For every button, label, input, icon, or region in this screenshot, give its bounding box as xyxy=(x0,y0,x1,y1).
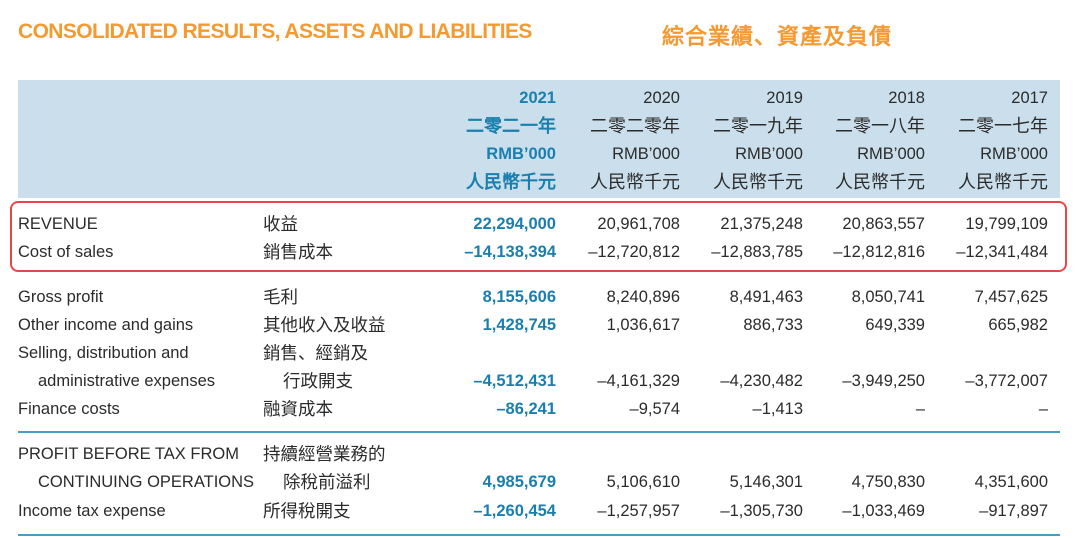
value-cell: –86,241 xyxy=(496,400,556,418)
column-header-unit-zh: 人民幣千元 xyxy=(958,172,1048,192)
row-label-chinese: 持續經營業務的 xyxy=(263,444,386,464)
column-header-year: 2020 xyxy=(643,89,680,107)
value-cell: –3,949,250 xyxy=(842,372,925,390)
column-header-unit: RMB’000 xyxy=(980,145,1048,163)
title-english: CONSOLIDATED RESULTS, ASSETS AND LIABILI… xyxy=(18,20,532,43)
column-header-year-zh: 二零一九年 xyxy=(713,116,803,136)
column-header-year-zh: 二零二一年 xyxy=(466,116,556,136)
row-label: REVENUE xyxy=(18,215,98,233)
value-cell: 5,146,301 xyxy=(729,473,803,491)
row-label: Finance costs xyxy=(18,400,120,418)
column-header-year-zh: 二零一八年 xyxy=(835,116,925,136)
value-cell: 21,375,248 xyxy=(720,215,803,233)
value-cell: –4,161,329 xyxy=(597,372,680,390)
value-cell: –12,341,484 xyxy=(956,243,1048,261)
value-cell: 649,339 xyxy=(865,316,925,334)
row-label-chinese: 銷售、經銷及 xyxy=(263,343,368,363)
value-cell: 5,106,610 xyxy=(606,473,680,491)
value-cell: 886,733 xyxy=(743,316,803,334)
value-cell: 19,799,109 xyxy=(965,215,1048,233)
value-cell: 8,491,463 xyxy=(729,288,803,306)
value-cell: –1,305,730 xyxy=(720,502,803,520)
column-header-unit: RMB’000 xyxy=(857,145,925,163)
title-chinese: 綜合業績、資產及負債 xyxy=(662,24,893,49)
row-label-chinese: 所得稅開支 xyxy=(263,501,351,521)
highlight-box xyxy=(10,201,1067,272)
column-header-year: 2018 xyxy=(888,89,925,107)
row-label: Income tax expense xyxy=(18,502,166,520)
row-label: Cost of sales xyxy=(18,243,114,261)
value-cell: 8,240,896 xyxy=(606,288,680,306)
column-header-unit-zh: 人民幣千元 xyxy=(713,172,803,192)
value-cell: –9,574 xyxy=(629,400,680,418)
section-divider xyxy=(18,431,1060,433)
value-cell: 1,036,617 xyxy=(606,316,680,334)
column-header-year: 2021 xyxy=(519,89,556,107)
column-header-unit: RMB’000 xyxy=(735,145,803,163)
table-bottom-rule xyxy=(18,534,1060,536)
column-header-unit-zh: 人民幣千元 xyxy=(466,172,556,192)
row-label: PROFIT BEFORE TAX FROM xyxy=(18,445,239,463)
value-cell: –1,260,454 xyxy=(473,502,556,520)
value-cell: –4,230,482 xyxy=(720,372,803,390)
value-cell: –4,512,431 xyxy=(473,372,556,390)
value-cell: 4,985,679 xyxy=(482,473,556,491)
value-cell: –1,033,469 xyxy=(842,502,925,520)
value-cell: –1,413 xyxy=(752,400,803,418)
value-cell: –12,720,812 xyxy=(588,243,680,261)
value-cell: 20,961,708 xyxy=(597,215,680,233)
column-header-year-zh: 二零二零年 xyxy=(590,116,680,136)
value-cell: 1,428,745 xyxy=(482,316,556,334)
column-header-unit: RMB’000 xyxy=(486,145,556,163)
value-cell: –917,897 xyxy=(979,502,1048,520)
column-header-unit: RMB’000 xyxy=(612,145,680,163)
row-label-chinese: 其他收入及收益 xyxy=(263,315,386,335)
row-label: Other income and gains xyxy=(18,316,194,334)
value-cell: 4,351,600 xyxy=(974,473,1048,491)
value-cell: – xyxy=(915,400,925,418)
value-cell: 20,863,557 xyxy=(842,215,925,233)
table-header-background xyxy=(18,80,1060,198)
value-cell: –3,772,007 xyxy=(965,372,1048,390)
value-cell: 8,155,606 xyxy=(482,288,556,306)
row-label-chinese: 銷售成本 xyxy=(263,242,333,262)
row-label: Gross profit xyxy=(18,288,104,306)
value-cell: –1,257,957 xyxy=(597,502,680,520)
column-header-year: 2017 xyxy=(1011,89,1048,107)
value-cell: –12,812,816 xyxy=(833,243,925,261)
row-label-chinese: 毛利 xyxy=(263,287,298,307)
row-label-chinese: 除稅前溢利 xyxy=(283,472,371,492)
value-cell: 22,294,000 xyxy=(473,215,556,233)
column-header-unit-zh: 人民幣千元 xyxy=(590,172,680,192)
column-header-year-zh: 二零一七年 xyxy=(958,116,1048,136)
value-cell: 8,050,741 xyxy=(851,288,925,306)
row-label: CONTINUING OPERATIONS xyxy=(38,473,255,491)
value-cell: 665,982 xyxy=(988,316,1048,334)
row-label-chinese: 融資成本 xyxy=(263,399,333,419)
value-cell: 4,750,830 xyxy=(851,473,925,491)
value-cell: 7,457,625 xyxy=(974,288,1048,306)
row-label: Selling, distribution and xyxy=(18,344,189,362)
value-cell: – xyxy=(1038,400,1048,418)
value-cell: –12,883,785 xyxy=(711,243,803,261)
row-label: administrative expenses xyxy=(38,372,216,390)
row-label-chinese: 行政開支 xyxy=(283,371,353,391)
value-cell: –14,138,394 xyxy=(464,243,556,261)
column-header-year: 2019 xyxy=(766,89,803,107)
column-header-unit-zh: 人民幣千元 xyxy=(835,172,925,192)
row-label-chinese: 收益 xyxy=(263,214,298,234)
